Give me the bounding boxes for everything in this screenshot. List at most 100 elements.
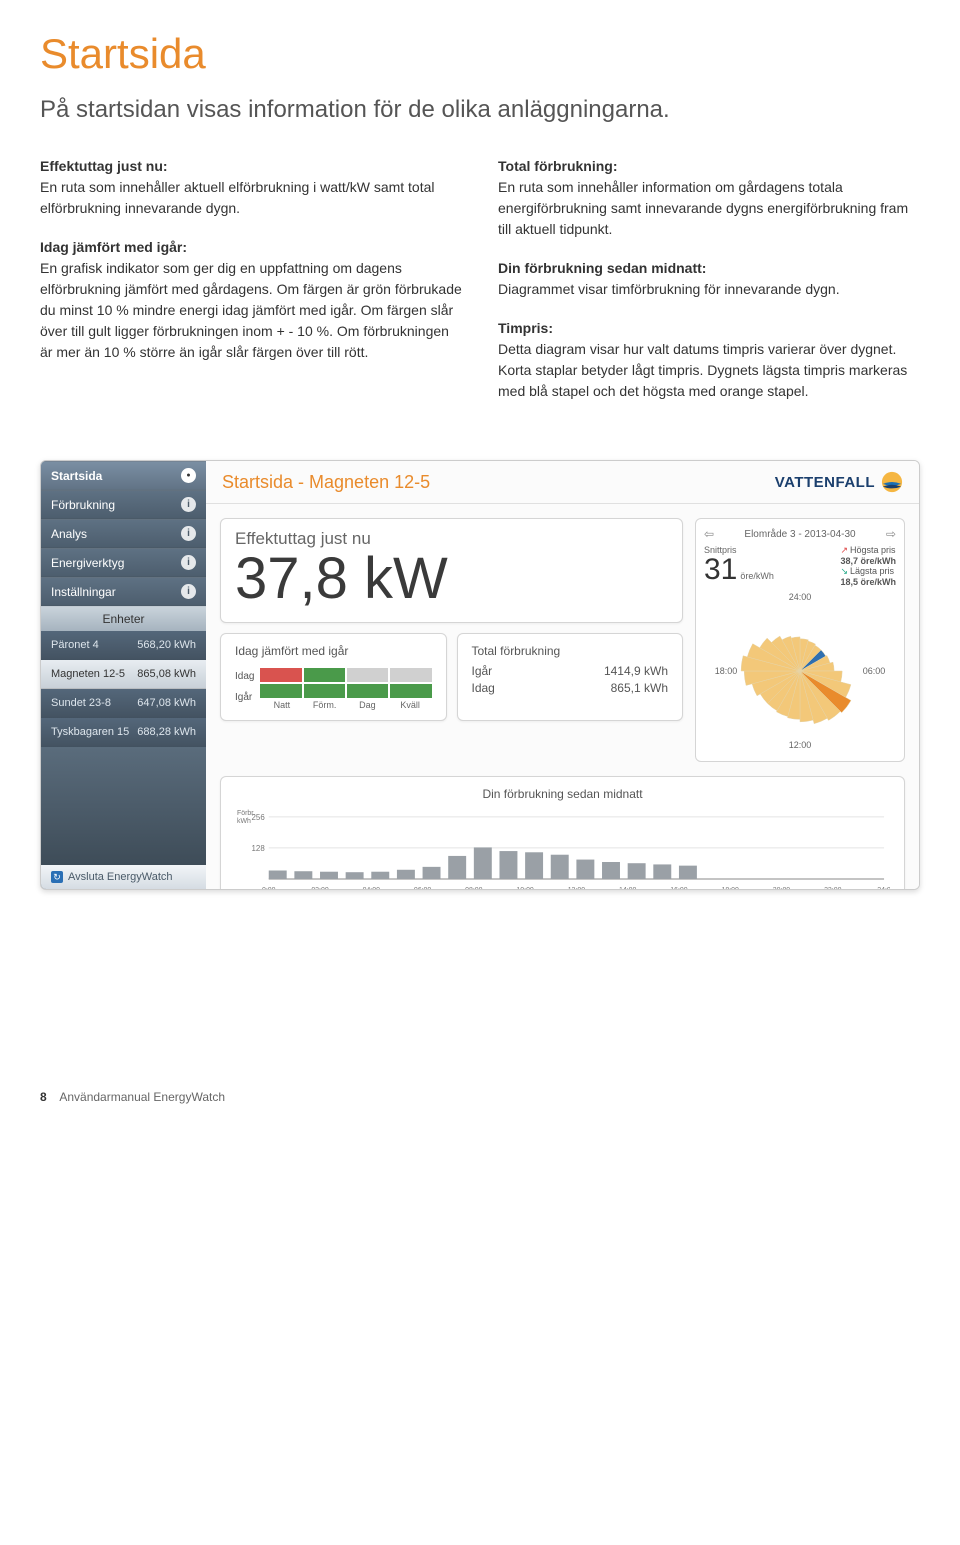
unit-name: Sundet 23-8 bbox=[51, 697, 111, 709]
price-hi-label: Högsta pris bbox=[840, 545, 896, 556]
svg-text:20:00: 20:00 bbox=[773, 887, 790, 890]
nav-item-förbrukning[interactable]: Förbrukningi bbox=[41, 490, 206, 519]
snitt-unit: öre/kWh bbox=[740, 571, 774, 581]
compare-period: Dag bbox=[346, 700, 389, 710]
svg-text:18:00: 18:00 bbox=[722, 887, 739, 890]
svg-text:Förbr.: Förbr. bbox=[237, 810, 255, 817]
svg-text:18:00: 18:00 bbox=[715, 666, 738, 676]
text-col-left: Effektuttag just nu: En ruta som innehåll… bbox=[40, 156, 462, 420]
svg-text:06:00: 06:00 bbox=[863, 666, 886, 676]
text-block: Total förbrukning:En ruta som innehåller… bbox=[498, 156, 920, 240]
compare-title: Idag jämfört med igår bbox=[235, 644, 432, 658]
total-key: Igår bbox=[472, 664, 493, 678]
compare-today-row bbox=[260, 668, 431, 682]
total-title: Total förbrukning bbox=[472, 644, 669, 658]
svg-text:02:00: 02:00 bbox=[311, 887, 328, 890]
text-body: En grafisk indikator som ger dig en uppf… bbox=[40, 258, 462, 363]
compare-row2-label: Igår bbox=[235, 692, 254, 703]
logout-icon: ↻ bbox=[51, 871, 63, 883]
linechart-title: Din förbrukning sedan midnatt bbox=[235, 787, 890, 801]
nav-badge-icon: i bbox=[181, 526, 196, 541]
total-val: 865,1 kWh bbox=[611, 681, 668, 695]
svg-text:12:00: 12:00 bbox=[568, 887, 585, 890]
svg-text:0:00: 0:00 bbox=[262, 887, 276, 890]
svg-text:kWh: kWh bbox=[237, 818, 251, 825]
text-heading: Din förbrukning sedan midnatt: bbox=[498, 260, 706, 276]
price-lo-val: 18,5 öre/kWh bbox=[840, 577, 896, 587]
price-header: Elområde 3 - 2013-04-30 bbox=[744, 529, 855, 540]
compare-cell bbox=[390, 668, 431, 682]
svg-text:12:00: 12:00 bbox=[789, 740, 812, 750]
unit-value: 865,08 kWh bbox=[137, 668, 196, 680]
nav-badge-icon: i bbox=[181, 555, 196, 570]
nav-item-startsida[interactable]: Startsida● bbox=[41, 461, 206, 490]
nav-badge-icon: i bbox=[181, 497, 196, 512]
text-heading: Total förbrukning: bbox=[498, 158, 618, 174]
main-title: Startsida - Magneten 12-5 bbox=[222, 472, 430, 493]
compare-cell bbox=[390, 684, 431, 698]
brand-text: VATTENFALL bbox=[775, 474, 875, 491]
text-body: En ruta som innehåller aktuell elförbruk… bbox=[40, 177, 462, 219]
unit-name: Päronet 4 bbox=[51, 639, 99, 651]
effekt-panel: Effektuttag just nu 37,8 kW bbox=[220, 518, 683, 623]
text-heading: Idag jämfört med igår: bbox=[40, 239, 187, 255]
svg-text:14:00: 14:00 bbox=[619, 887, 636, 890]
price-prev-arrow[interactable]: ⇦ bbox=[704, 527, 714, 541]
total-key: Idag bbox=[472, 681, 495, 695]
nav-list: Startsida●FörbrukningiAnalysiEnergiverkt… bbox=[41, 461, 206, 606]
logout-button[interactable]: ↻ Avsluta EnergyWatch bbox=[41, 865, 206, 889]
units-header: Enheter bbox=[41, 606, 206, 631]
compare-cell bbox=[260, 684, 301, 698]
compare-igar-row bbox=[260, 684, 431, 698]
text-body: Diagrammet visar timförbrukning för inne… bbox=[498, 279, 920, 300]
nav-item-energiverktyg[interactable]: Energiverktyg i bbox=[41, 548, 206, 577]
compare-period: Natt bbox=[260, 700, 303, 710]
snitt-value: 31 bbox=[704, 555, 737, 585]
dashboard: Effektuttag just nu 37,8 kW Idag jämfört… bbox=[206, 504, 919, 776]
nav-label: Energiverktyg bbox=[51, 556, 124, 570]
page-title: Startsida bbox=[40, 30, 920, 78]
footer-text: Användarmanual EnergyWatch bbox=[59, 1090, 225, 1104]
main-header: Startsida - Magneten 12-5 VATTENFALL bbox=[206, 461, 919, 504]
nav-item-analys[interactable]: Analys i bbox=[41, 519, 206, 548]
compare-cell bbox=[260, 668, 301, 682]
nav-item-inställningar[interactable]: Inställningari bbox=[41, 577, 206, 606]
main-area: Startsida - Magneten 12-5 VATTENFALL Eff… bbox=[206, 461, 919, 889]
text-columns: Effektuttag just nu: En ruta som innehåll… bbox=[40, 156, 920, 420]
compare-cell bbox=[347, 668, 388, 682]
svg-text:22:00: 22:00 bbox=[824, 887, 841, 890]
svg-text:16:00: 16:00 bbox=[670, 887, 687, 890]
text-block: Effektuttag just nu: En ruta som innehåll… bbox=[40, 156, 462, 219]
compare-cell bbox=[347, 684, 388, 698]
text-heading: Timpris: bbox=[498, 320, 553, 336]
total-panel: Total förbrukning Igår1414,9 kWhIdag865,… bbox=[457, 633, 684, 721]
brand-icon bbox=[881, 471, 903, 493]
svg-text:08:00: 08:00 bbox=[465, 887, 482, 890]
nav-label: Startsida bbox=[51, 469, 102, 483]
text-block: Idag jämfört med igår: En grafisk indikat… bbox=[40, 237, 462, 363]
text-block: Din förbrukning sedan midnatt: Diagrammet… bbox=[498, 258, 920, 300]
unit-row[interactable]: Magneten 12-5 865,08 kWh bbox=[41, 660, 206, 689]
svg-text:24:0: 24:0 bbox=[877, 887, 890, 890]
compare-cell bbox=[304, 668, 345, 682]
svg-text:128: 128 bbox=[252, 844, 266, 853]
compare-row1-label: Idag bbox=[235, 671, 254, 682]
effekt-value: 37,8 kW bbox=[235, 545, 668, 612]
compare-panel: Idag jämfört med igår Idag Igår NattFörm… bbox=[220, 633, 447, 721]
unit-name: Tyskbagaren 15 bbox=[51, 726, 129, 738]
unit-name: Magneten 12-5 bbox=[51, 668, 125, 680]
page-footer: 8 Användarmanual EnergyWatch bbox=[40, 1090, 920, 1104]
unit-row[interactable]: Päronet 4 568,20 kWh bbox=[41, 631, 206, 660]
sidebar: Startsida●FörbrukningiAnalysiEnergiverkt… bbox=[41, 461, 206, 889]
price-next-arrow[interactable]: ⇨ bbox=[886, 527, 896, 541]
unit-value: 568,20 kWh bbox=[137, 639, 196, 651]
unit-row[interactable]: Sundet 23-8 647,08 kWh bbox=[41, 689, 206, 718]
compare-period: Kväll bbox=[389, 700, 432, 710]
unit-row[interactable]: Tyskbagaren 15688,28 kWh bbox=[41, 718, 206, 747]
svg-text:24:00: 24:00 bbox=[789, 593, 812, 602]
text-heading: Effektuttag just nu: bbox=[40, 158, 168, 174]
unit-value: 647,08 kWh bbox=[137, 697, 196, 709]
nav-label: Analys bbox=[51, 527, 87, 541]
text-col-right: Total förbrukning:En ruta som innehåller… bbox=[498, 156, 920, 420]
svg-text:10:00: 10:00 bbox=[516, 887, 533, 890]
